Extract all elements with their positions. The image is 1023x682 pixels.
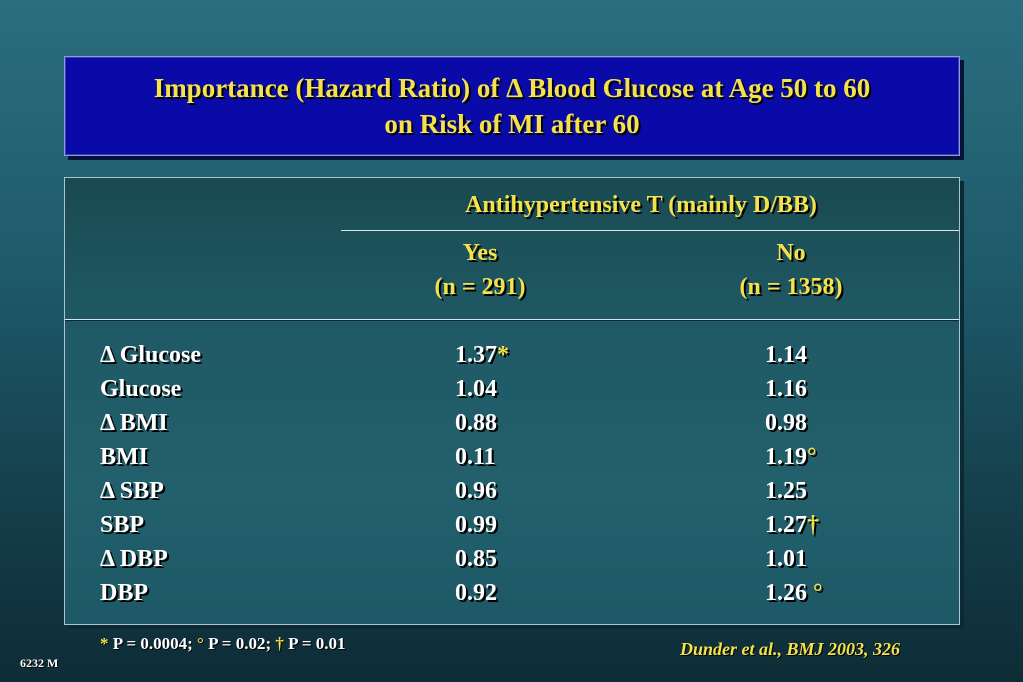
yes-value: 0.11 [455, 444, 496, 470]
row-label: DBP [100, 580, 148, 606]
row-label: Glucose [100, 376, 182, 402]
no-value: 1.01 [765, 546, 807, 572]
footnote-text-1: P = 0.0004; [108, 634, 198, 653]
footnote: * P = 0.0004; ° P = 0.02; † P = 0.01 [100, 634, 346, 654]
footnote-text-2: P = 0.02; [203, 634, 276, 653]
table-body: Δ Glucose 1.37* 1.14 Glucose 1.04 1.16 Δ… [65, 338, 959, 610]
title-box: Importance (Hazard Ratio) of Δ Blood Glu… [64, 56, 960, 156]
row-label: SBP [100, 512, 145, 538]
yes-value: 1.04 [455, 376, 497, 402]
significance-mark: † [807, 512, 819, 538]
title-line-2: on Risk of MI after 60 [384, 109, 640, 139]
row-label: Δ BMI [100, 410, 168, 436]
no-value: 1.26 ° [765, 580, 823, 606]
significance-mark: ° [807, 444, 817, 470]
column-no-label: No [776, 240, 806, 266]
column-yes-n: (n = 291) [434, 274, 526, 300]
no-value: 1.25 [765, 478, 807, 504]
row-label: Δ SBP [100, 478, 164, 504]
yes-value: 0.92 [455, 580, 497, 606]
row-label: BMI [100, 444, 148, 470]
group-divider [341, 230, 959, 231]
footnote-text-3: P = 0.01 [283, 634, 346, 653]
yes-value: 0.88 [455, 410, 497, 436]
footnote-symbol-asterisk: * [100, 634, 109, 653]
row-label: Δ DBP [100, 546, 168, 572]
table-row: BMI 0.11 1.19° [65, 440, 959, 474]
header-divider [65, 319, 959, 321]
no-value: 1.27† [765, 512, 819, 538]
no-value: 1.16 [765, 376, 807, 402]
hazard-ratio-table: Antihypertensive T (mainly D/BB) Yes (n … [64, 177, 960, 625]
citation: Dunder et al., BMJ 2003, 326 [680, 639, 901, 659]
no-value: 1.19° [765, 444, 817, 470]
column-header-yes: Yes (n = 291) [380, 236, 580, 304]
table-row: SBP 0.99 1.27† [65, 508, 959, 542]
title-line-1: Importance (Hazard Ratio) of Δ Blood Glu… [153, 73, 871, 103]
yes-value: 0.85 [455, 546, 497, 572]
group-header: Antihypertensive T (mainly D/BB) [465, 192, 817, 218]
table-row: DBP 0.92 1.26 ° [65, 576, 959, 610]
significance-mark: ° [807, 580, 823, 606]
footnote-symbol-dagger: † [275, 634, 284, 653]
column-yes-label: Yes [462, 240, 498, 266]
table-row: Δ DBP 0.85 1.01 [65, 542, 959, 576]
table-row: Δ BMI 0.88 0.98 [65, 406, 959, 440]
yes-value: 1.37* [455, 342, 509, 368]
no-value: 0.98 [765, 410, 807, 436]
table-row: Δ SBP 0.96 1.25 [65, 474, 959, 508]
column-no-n: (n = 1358) [739, 274, 843, 300]
column-header-no: No (n = 1358) [691, 236, 891, 304]
row-label: Δ Glucose [100, 342, 202, 368]
slide-id: 6232 M [20, 656, 59, 670]
footnote-symbol-degree: ° [197, 634, 204, 653]
yes-value: 0.96 [455, 478, 497, 504]
yes-value: 0.99 [455, 512, 497, 538]
table-row: Δ Glucose 1.37* 1.14 [65, 338, 959, 372]
significance-mark: * [497, 342, 509, 368]
no-value: 1.14 [765, 342, 807, 368]
table-row: Glucose 1.04 1.16 [65, 372, 959, 406]
